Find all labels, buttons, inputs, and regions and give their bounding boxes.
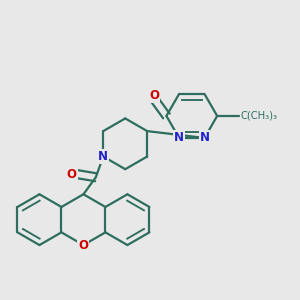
Text: O: O xyxy=(149,89,159,102)
Text: N: N xyxy=(98,150,108,163)
Text: O: O xyxy=(78,238,88,251)
Text: C(CH₃)₃: C(CH₃)₃ xyxy=(241,111,278,121)
Text: N: N xyxy=(200,131,209,144)
Text: N: N xyxy=(174,131,184,144)
Text: O: O xyxy=(67,168,77,181)
